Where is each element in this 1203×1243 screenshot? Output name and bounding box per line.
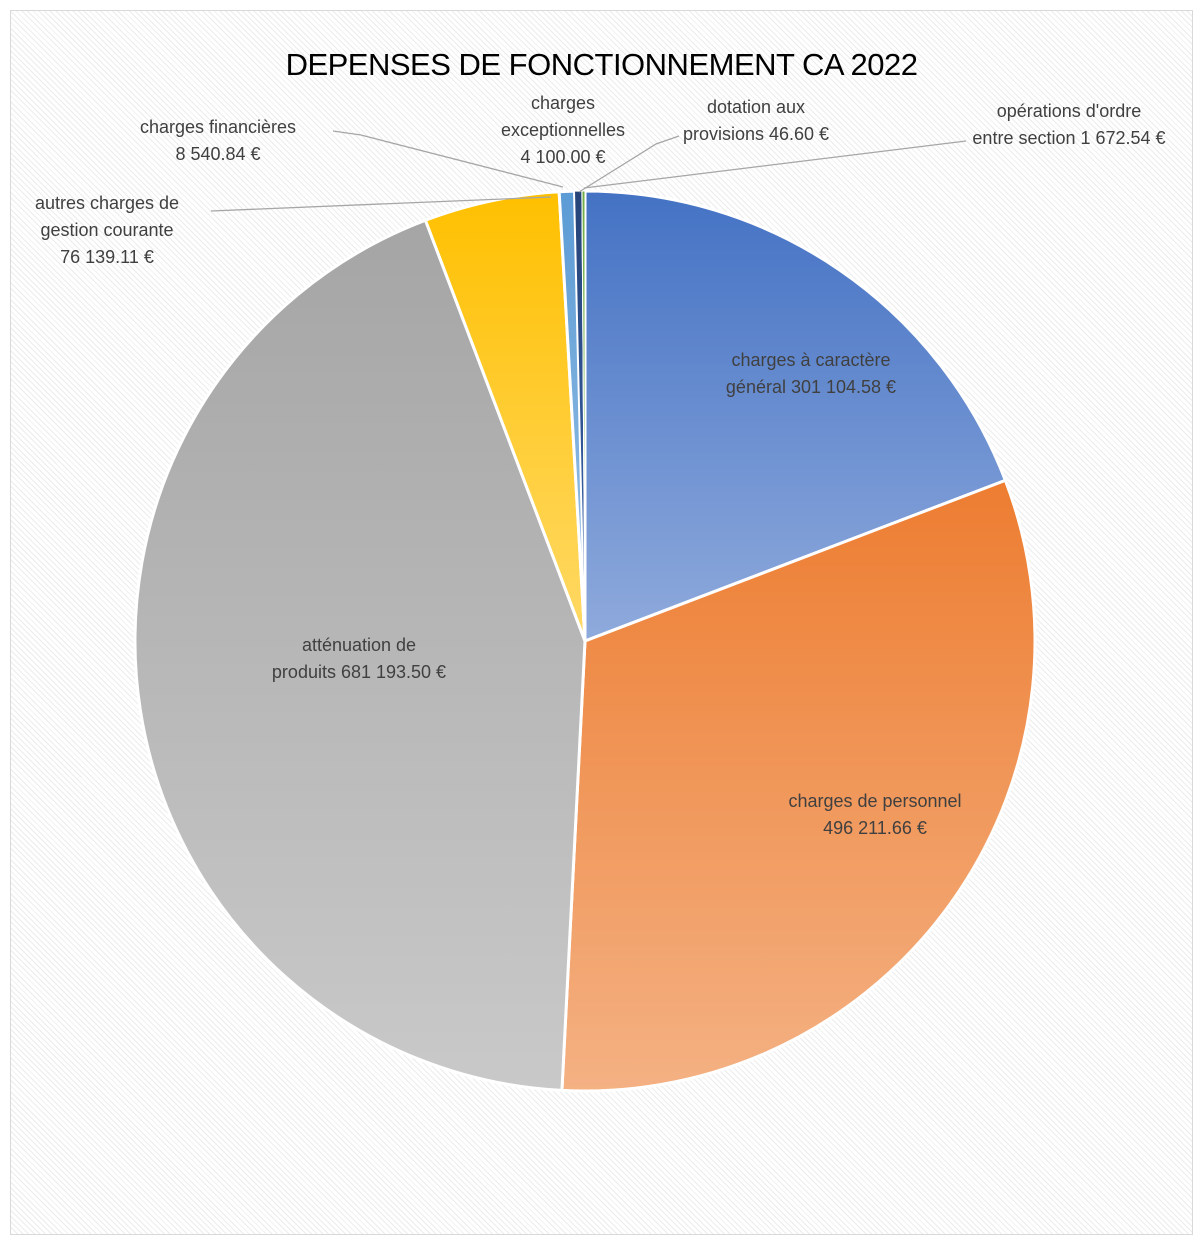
data-label-2: charges de personnel 496 211.66 €: [788, 791, 961, 838]
data-label-7: dotation aux provisions 46.60 €: [683, 97, 829, 144]
data-label-3: atténuation de produits 681 193.50 €: [272, 635, 446, 682]
pie-chart: charges à caractère général 301 104.58 € c…: [35, 93, 1166, 1093]
data-label-1: charges à caractère général 301 104.58 €: [726, 350, 896, 397]
pie-slice-2: [560, 478, 1037, 1093]
pie-slice-8: [581, 190, 586, 642]
chart-area: DEPENSES DE FONCTIONNEMENT CA 2022 charg…: [10, 10, 1193, 1235]
leader-line-8: [583, 140, 967, 189]
leader-line-5: [332, 130, 564, 188]
data-label-8: opérations d'ordre entre section 1 672.54…: [972, 101, 1165, 148]
chart-title: DEPENSES DE FONCTIONNEMENT CA 2022: [285, 47, 918, 82]
data-label-6: charges exceptionnelles 4 100.00 €: [501, 93, 625, 167]
pie-slice-3: [133, 218, 587, 1092]
leader-line-7: [578, 135, 680, 193]
leader-line-4: [210, 196, 552, 212]
data-label-5: charges financières 8 540.84 €: [140, 117, 296, 164]
data-label-4: autres charges de gestion courante 76 139.…: [35, 193, 179, 267]
pie-slice-1: [583, 189, 1007, 643]
